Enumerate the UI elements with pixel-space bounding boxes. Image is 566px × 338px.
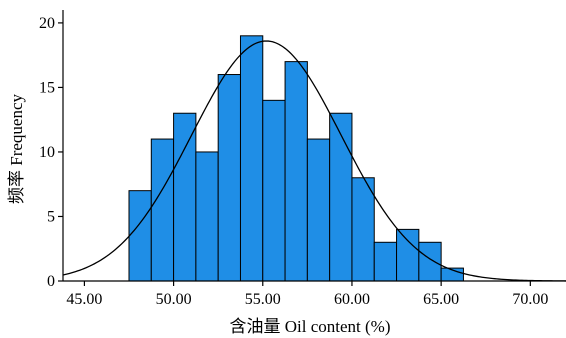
y-tick-label: 20 [39, 15, 55, 32]
histogram-bar [284, 61, 308, 282]
histogram-bar [195, 151, 219, 282]
histogram-bar [418, 241, 442, 282]
y-tick-label: 10 [39, 144, 55, 161]
histogram-bar [306, 138, 331, 282]
histogram-bar [351, 177, 375, 282]
x-tick-label: 60.00 [334, 291, 370, 308]
normal-distribution-curve [62, 40, 566, 282]
histogram-bar [373, 241, 398, 282]
histogram-bar [262, 99, 286, 282]
y-axis-title: 频率 Frequency [7, 94, 26, 205]
x-tick-label: 65.00 [423, 291, 459, 308]
histogram-bar [396, 228, 420, 282]
histogram-bar [150, 138, 175, 282]
x-tick-label: 70.00 [512, 291, 548, 308]
x-axis-ticks: 45.00 50.00 55.00 60.00 65.00 70.00 [66, 281, 548, 308]
x-tick-label: 55.00 [245, 291, 281, 308]
y-tick-label: 15 [39, 79, 55, 96]
y-tick-label: 5 [47, 208, 55, 225]
y-axis-ticks: 0 5 10 15 20 [39, 15, 63, 290]
x-axis-title: 含油量 Oil content (%) [230, 317, 391, 336]
histogram-bar [128, 190, 152, 282]
x-tick-label: 45.00 [66, 291, 102, 308]
histogram-bar [217, 74, 241, 282]
histogram-bar [173, 112, 197, 282]
x-tick-label: 50.00 [156, 291, 192, 308]
histogram-bar [239, 35, 264, 282]
y-tick-label: 0 [47, 273, 55, 290]
bars-group [128, 35, 464, 282]
histogram-bar [329, 112, 353, 282]
